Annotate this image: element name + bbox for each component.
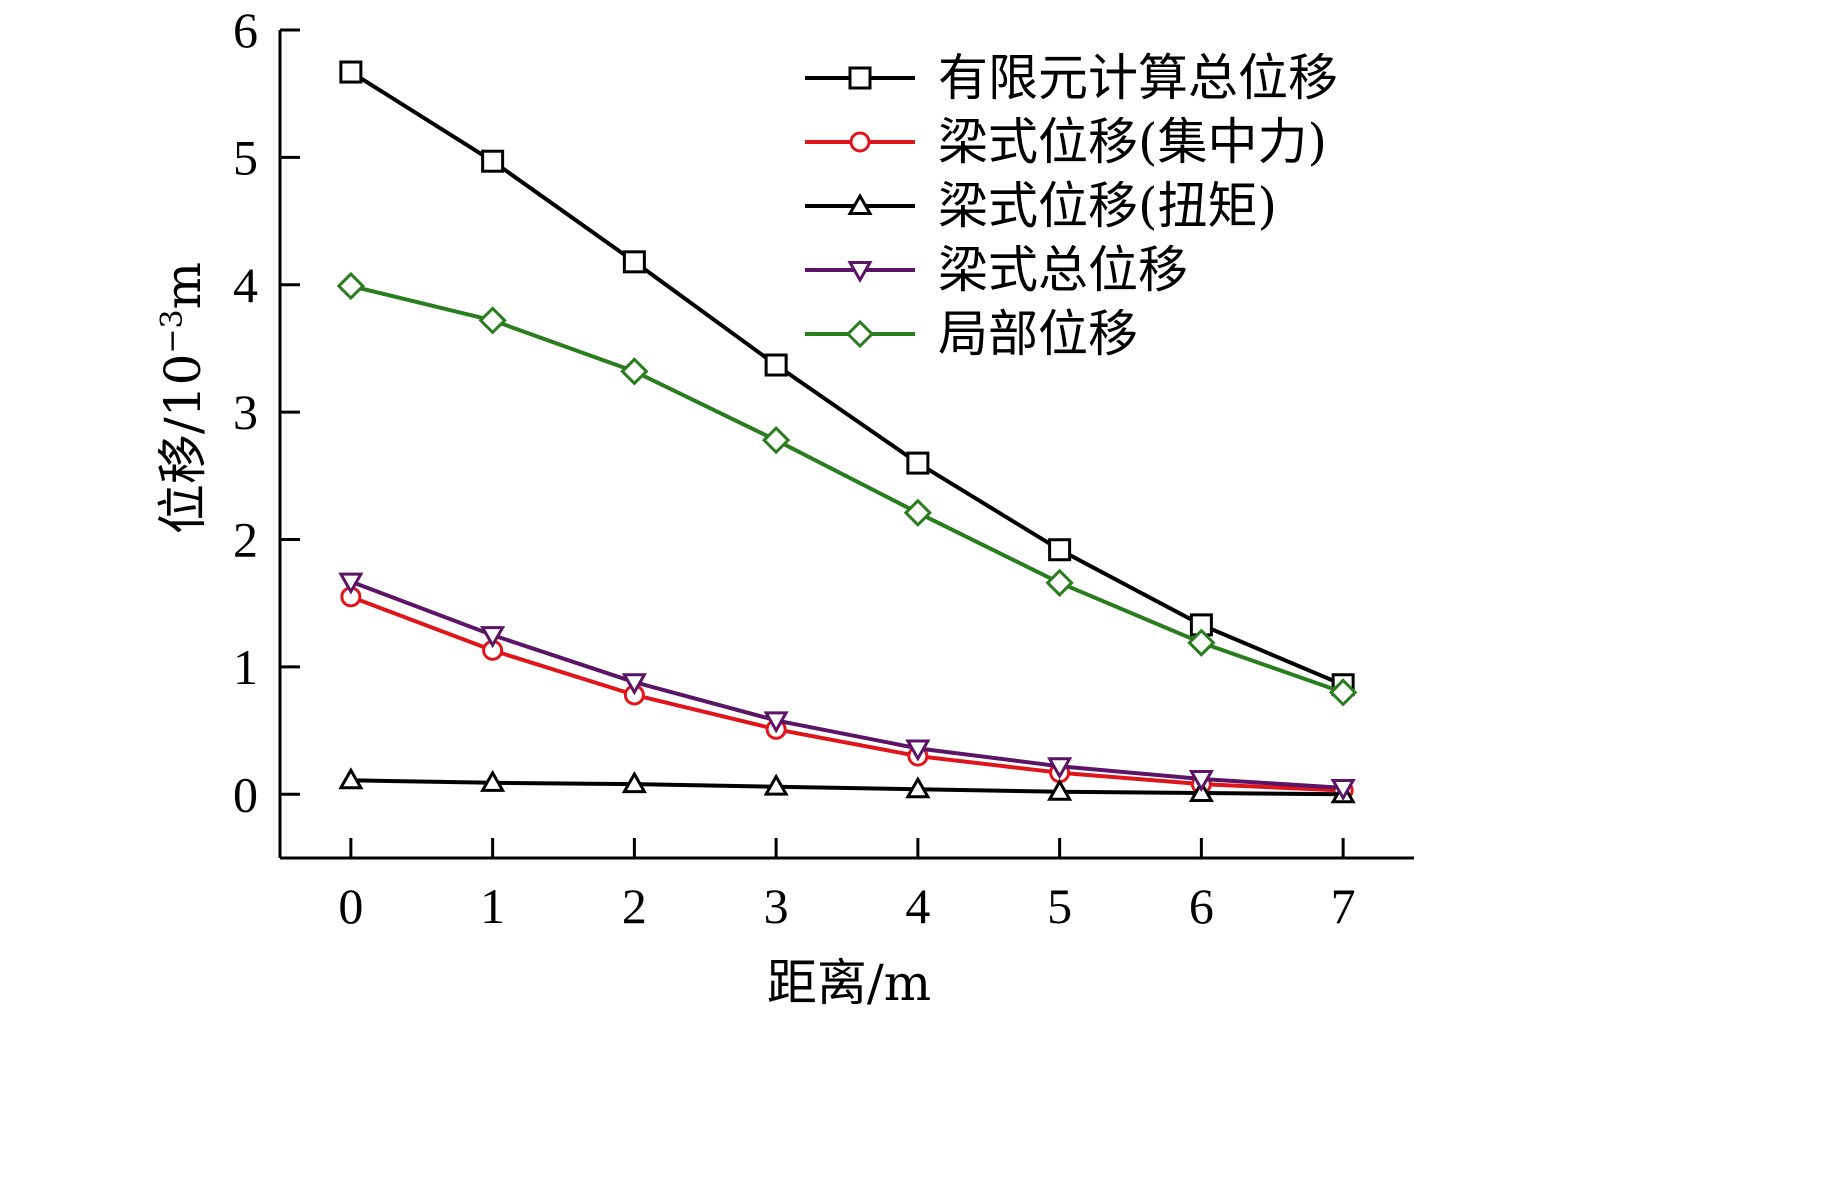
x-tick-label: 5	[1047, 878, 1072, 934]
series-3-point	[480, 769, 506, 792]
x-axis-title: 距离/m	[767, 954, 931, 1012]
series-4-point	[763, 711, 789, 734]
y-tick-label: 0	[233, 766, 258, 822]
y-tick-label: 1	[233, 639, 258, 695]
y-tick-label: 4	[233, 257, 258, 313]
series-4-point	[338, 572, 364, 595]
series-5-point	[1045, 568, 1074, 597]
series-1-point	[906, 451, 930, 475]
series-3-point	[905, 776, 931, 799]
series-1-point	[764, 353, 788, 377]
series-4-point	[1330, 778, 1356, 801]
y-tick-label: 5	[233, 129, 258, 185]
y-axis-title-exponent: −3	[155, 309, 190, 353]
x-tick-label: 1	[480, 878, 505, 934]
x-tick-label: 0	[338, 878, 363, 934]
series-4-point	[1047, 757, 1073, 780]
legend-marker	[849, 131, 871, 153]
x-tick-label: 4	[905, 878, 930, 934]
y-axis-title-main: 位移/10	[154, 354, 212, 534]
series-5-point	[478, 306, 507, 335]
series-2-line	[350, 595, 1344, 793]
series-4-point	[1188, 770, 1214, 793]
series-3-point	[338, 767, 364, 790]
series-1-line	[349, 70, 1344, 687]
series-5-point	[1329, 678, 1358, 707]
y-tick-label: 6	[233, 2, 258, 58]
y-axis-title: 位移/10−3m	[154, 262, 212, 534]
legend-label: 梁式总位移	[938, 241, 1188, 299]
series-3-point	[621, 771, 647, 794]
axes: 0 1 2 3 4 5 6 0 1 2 3 4 5 6 7	[233, 2, 1414, 934]
series-4-line	[350, 579, 1344, 790]
legend-marker	[847, 192, 873, 215]
legend-marker	[847, 261, 873, 284]
series-1-point	[481, 149, 505, 173]
series-5-point	[762, 426, 791, 455]
series-5	[336, 271, 1358, 707]
series-layer	[336, 60, 1358, 804]
series-5-point	[336, 271, 365, 301]
series-3	[338, 767, 1356, 804]
legend-label: 梁式位移(集中力)	[938, 113, 1327, 171]
x-tick-label: 6	[1189, 878, 1214, 934]
legend-item-5: 局部位移	[805, 305, 1138, 363]
series-3-line	[350, 778, 1344, 797]
series-5-line	[350, 284, 1344, 695]
series-5-point	[903, 498, 932, 527]
legend-item-1: 有限元计算总位移	[805, 49, 1338, 107]
legend-marker	[845, 319, 875, 349]
legend-item-4: 梁式总位移	[805, 241, 1188, 299]
series-3-point	[1047, 778, 1073, 801]
series-1-point	[1048, 538, 1072, 562]
series-4-point	[480, 626, 506, 649]
legend-marker	[848, 66, 872, 90]
legend-label: 梁式位移(扭矩)	[938, 177, 1277, 235]
legend-item-3: 梁式位移(扭矩)	[805, 177, 1277, 235]
y-axis-title-unit: m	[154, 262, 212, 309]
legend-item-2: 梁式位移(集中力)	[805, 113, 1327, 171]
series-1-point	[339, 60, 363, 84]
series-3-point	[763, 773, 789, 796]
series-5-point	[620, 357, 649, 386]
y-tick-label: 2	[233, 512, 258, 568]
x-tick-label: 3	[764, 878, 789, 934]
x-tick-label: 7	[1331, 878, 1356, 934]
legend-label: 局部位移	[938, 305, 1138, 363]
series-4-point	[905, 739, 931, 762]
legend-label: 有限元计算总位移	[938, 49, 1338, 107]
series-4	[338, 572, 1356, 801]
x-tick-label: 2	[622, 878, 647, 934]
y-tick-label: 3	[233, 384, 258, 440]
series-4-point	[621, 673, 647, 696]
series-5-point	[1187, 628, 1216, 657]
series-1-point	[622, 250, 646, 274]
